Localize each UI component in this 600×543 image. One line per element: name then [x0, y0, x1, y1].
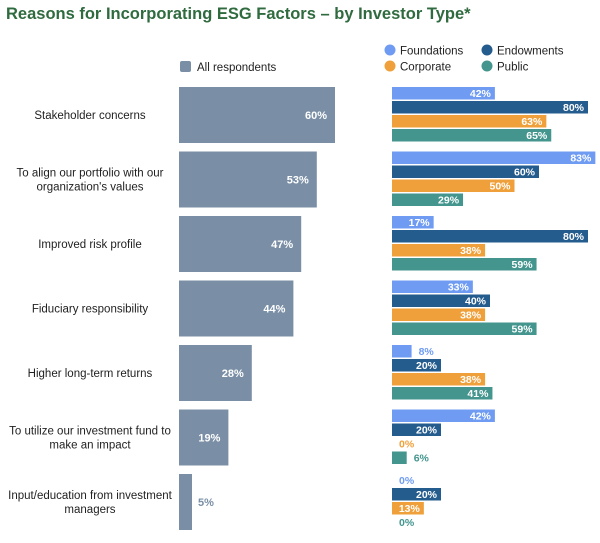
public-bar [392, 387, 493, 400]
corporate-data-label: 38% [460, 310, 482, 322]
all-respondents-data-label: 28% [222, 368, 244, 380]
public-data-label: 65% [526, 130, 548, 142]
public-data-label: 0% [399, 517, 415, 529]
all-respondents-data-label: 5% [198, 497, 214, 509]
public-bar [392, 451, 407, 464]
all-respondents-data-label: 60% [305, 110, 327, 122]
legend-label-foundations: Foundations [400, 46, 464, 58]
all-respondents-data-label: 19% [198, 433, 220, 445]
category-label: Fiduciary responsibility [32, 304, 149, 316]
foundations-bar [392, 151, 596, 164]
public-data-label: 6% [414, 453, 430, 465]
public-data-label: 29% [438, 195, 460, 207]
public-bar [392, 322, 537, 335]
corporate-data-label: 13% [399, 503, 421, 515]
corporate-data-label: 38% [460, 245, 482, 257]
endowments-data-label: 20% [416, 489, 438, 501]
foundations-data-label: 17% [409, 217, 431, 229]
category-label: Improved risk profile [38, 239, 142, 251]
all-respondents-bar [179, 409, 229, 466]
category-label: Higher long-term returns [28, 368, 153, 380]
corporate-data-label: 38% [460, 374, 482, 386]
corporate-bar [392, 179, 515, 192]
endowments-data-label: 80% [563, 102, 585, 114]
public-data-label: 59% [512, 324, 534, 336]
endowments-bar [392, 488, 441, 501]
foundations-data-label: 83% [570, 153, 592, 165]
foundations-data-label: 8% [419, 346, 435, 358]
legend-label-corporate: Corporate [400, 62, 451, 74]
category-label: managers [64, 504, 115, 516]
legend-swatch-foundations [384, 44, 396, 56]
endowments-bar [392, 101, 588, 114]
category-label: Input/education from investment [8, 490, 172, 502]
endowments-data-label: 20% [416, 425, 438, 437]
public-bar [392, 258, 537, 271]
legend-label-endowments: Endowments [497, 46, 564, 58]
endowments-bar [392, 165, 539, 178]
all-respondents-bar [179, 345, 252, 401]
category-label: To align our portfolio with our [16, 168, 163, 180]
corporate-bar [392, 502, 424, 515]
corporate-data-label: 0% [399, 439, 415, 451]
endowments-data-label: 40% [465, 296, 487, 308]
category-label: Stakeholder concerns [34, 110, 145, 122]
corporate-bar [392, 308, 486, 321]
foundations-data-label: 42% [470, 411, 492, 423]
all-respondents-bar [179, 216, 302, 272]
endowments-bar [392, 294, 490, 307]
category-label: organization's values [36, 182, 143, 194]
legend-label-public: Public [497, 62, 529, 74]
all-respondents-data-label: 53% [287, 175, 309, 187]
public-bar [392, 193, 464, 206]
public-data-label: 59% [512, 259, 534, 271]
category-label: make an impact [49, 440, 131, 452]
corporate-bar [392, 115, 547, 128]
public-data-label: 41% [467, 388, 489, 400]
all-respondents-bar [179, 87, 335, 143]
foundations-data-label: 42% [470, 88, 492, 100]
public-bar [392, 129, 552, 142]
foundations-bar [392, 345, 412, 358]
legend-swatch-corporate [384, 60, 396, 72]
endowments-bar [392, 359, 441, 372]
corporate-bar [392, 373, 486, 386]
all-respondents-bar [179, 474, 192, 530]
legend-swatch-all-respondents [180, 61, 191, 72]
endowments-bar [392, 423, 441, 436]
all-respondents-bar [179, 151, 317, 208]
all-respondents-data-label: 47% [271, 239, 293, 251]
legend-swatch-endowments [481, 44, 493, 56]
endowments-data-label: 60% [514, 167, 536, 179]
foundations-bar [392, 216, 434, 229]
all-respondents-data-label: 44% [263, 304, 285, 316]
legend-swatch-public [481, 60, 493, 72]
foundations-bar [392, 87, 495, 100]
corporate-data-label: 50% [489, 181, 511, 193]
endowments-data-label: 20% [416, 360, 438, 372]
endowments-data-label: 80% [563, 231, 585, 243]
chart-title: Reasons for Incorporating ESG Factors – … [6, 5, 471, 23]
corporate-data-label: 63% [521, 116, 543, 128]
foundations-bar [392, 409, 495, 422]
endowments-bar [392, 230, 588, 243]
corporate-bar [392, 244, 486, 257]
legend-label-all-respondents: All respondents [197, 62, 277, 74]
all-respondents-bar [179, 280, 294, 337]
category-label: To utilize our investment fund to [9, 426, 171, 438]
foundations-data-label: 33% [448, 282, 470, 294]
foundations-data-label: 0% [399, 475, 415, 487]
foundations-bar [392, 280, 473, 293]
